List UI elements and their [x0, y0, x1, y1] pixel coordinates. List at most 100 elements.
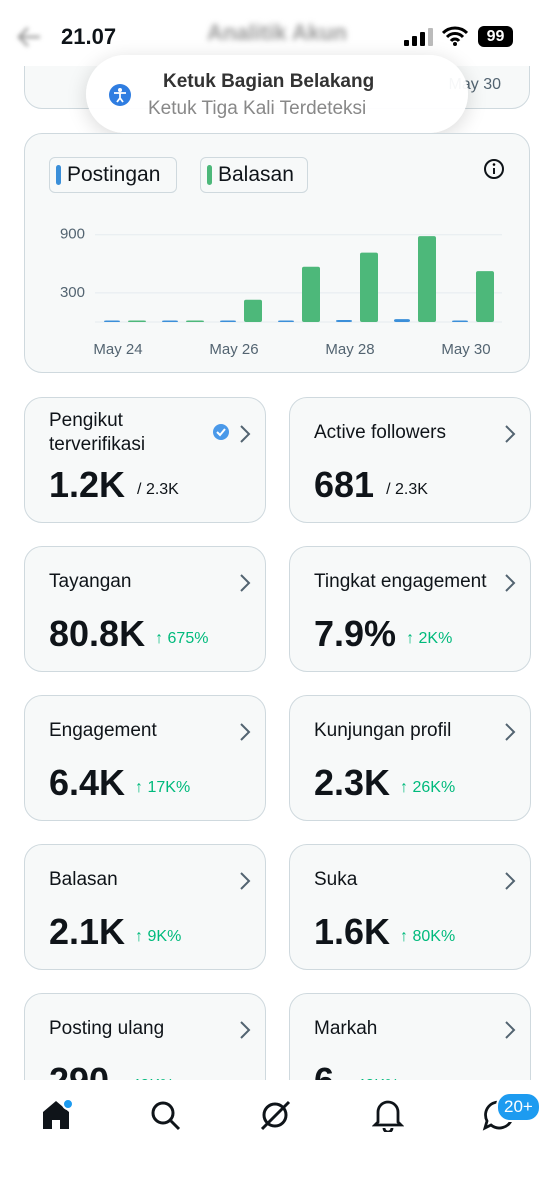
- metric-total: / 2.3K: [137, 481, 179, 498]
- metric-value: 6: [314, 1060, 334, 1080]
- signal-icon: [404, 28, 433, 46]
- metric-value: 1.6K: [314, 911, 391, 952]
- metric-card[interactable]: Balasan 2.1K ↑ 9K%: [24, 844, 266, 970]
- x-tick-label: May 28: [325, 341, 374, 358]
- metric-value: 80.8K: [49, 613, 146, 654]
- accessibility-banner[interactable]: Ketuk Bagian Belakang Ketuk Tiga Kali Te…: [86, 55, 468, 133]
- bar: [418, 236, 436, 322]
- accessibility-icon: [109, 84, 131, 106]
- metric-label: Tayangan: [49, 559, 224, 605]
- chevron: [504, 573, 516, 598]
- metric-label-text: Markah: [314, 1018, 378, 1039]
- bar: [336, 320, 352, 322]
- metric-label: Tingkat engagement: [314, 559, 489, 605]
- metric-label-text: Active followers: [314, 422, 446, 443]
- metric-change: ↑ 40K%: [119, 1077, 174, 1080]
- battery: 99: [478, 26, 513, 47]
- bar: [186, 320, 204, 322]
- metric-card[interactable]: Pengikut terverifikasi 1.2K / 2.3K: [24, 397, 266, 523]
- metric-label-text: Kunjungan profil: [314, 720, 452, 741]
- metric-change: ↑ 26K%: [400, 779, 456, 796]
- metric-card[interactable]: Active followers 681 / 2.3K: [289, 397, 531, 523]
- legend-swatch: [56, 165, 61, 185]
- chevron: [504, 424, 516, 449]
- wifi-icon: [442, 26, 468, 46]
- status-time: 21.07: [61, 24, 117, 49]
- nav-search[interactable]: [150, 1100, 182, 1132]
- legend-swatch: [207, 165, 212, 185]
- info-icon[interactable]: [483, 158, 505, 180]
- chart: 300 900 May 24 May 26 May 28 May 30: [60, 226, 502, 358]
- y-tick-label: 300: [60, 284, 85, 301]
- metric-total: / 2.3K: [386, 481, 428, 498]
- chevron: [239, 424, 251, 449]
- metric-value: 290: [49, 1060, 109, 1080]
- bar: [104, 320, 120, 322]
- metric-label: Kunjungan profil: [314, 708, 489, 754]
- chevron: [504, 722, 516, 747]
- bar: [278, 320, 294, 322]
- banner-subtitle: Ketuk Tiga Kali Terdeteksi: [148, 98, 367, 119]
- bar: [394, 319, 410, 322]
- legend-item[interactable]: Balasan: [200, 157, 308, 193]
- back-arrow[interactable]: [16, 25, 42, 49]
- chevron: [239, 871, 251, 896]
- x-tick-label: May 30: [441, 341, 490, 358]
- metric-label: Posting ulang: [49, 1006, 224, 1052]
- metric-label-text: Balasan: [49, 869, 118, 890]
- metric-card[interactable]: Tayangan 80.8K ↑ 675%: [24, 546, 266, 672]
- bar: [162, 320, 178, 322]
- nav-badge: 20+: [496, 1092, 541, 1122]
- metric-card[interactable]: Posting ulang 290 ↑ 40K%: [24, 993, 266, 1080]
- nav-notifications[interactable]: [372, 1098, 404, 1132]
- nav-grok[interactable]: [258, 1098, 292, 1132]
- chevron: [239, 1020, 251, 1045]
- metric-label: Balasan: [49, 857, 224, 903]
- metric-label-text: Posting ulang: [49, 1018, 165, 1039]
- metric-label: Active followers: [314, 410, 489, 456]
- legend-label: Postingan: [67, 163, 161, 186]
- metric-change: ↑ 2K%: [406, 630, 453, 647]
- metric-label-text: Tingkat engagement: [314, 571, 487, 592]
- metric-change: ↑ 675%: [155, 630, 209, 647]
- chevron: [504, 1020, 516, 1045]
- chevron: [239, 573, 251, 598]
- legend-item[interactable]: Postingan: [49, 157, 177, 193]
- metric-label-text: Engagement: [49, 720, 157, 741]
- metric-value: 681: [314, 464, 375, 505]
- metric-label: Suka: [314, 857, 489, 903]
- bottom-nav: 20+: [0, 1080, 554, 1199]
- bar: [302, 266, 320, 322]
- metric-label: Pengikut terverifikasi: [49, 410, 224, 456]
- metric-value: 7.9%: [314, 613, 397, 654]
- metric-label-text: Suka: [314, 869, 358, 890]
- metric-change: ↑ 17K%: [135, 779, 191, 796]
- metric-card[interactable]: Suka 1.6K ↑ 80K%: [289, 844, 531, 970]
- nav-home[interactable]: [40, 1098, 74, 1132]
- bar: [452, 320, 468, 322]
- bar: [244, 299, 262, 322]
- metric-card[interactable]: Tingkat engagement 7.9% ↑ 2K%: [289, 546, 531, 672]
- metric-card[interactable]: Engagement 6.4K ↑ 17K%: [24, 695, 266, 821]
- metric-card[interactable]: Kunjungan profil 2.3K ↑ 26K%: [289, 695, 531, 821]
- metrics: Pengikut terverifikasi 1.2K/ 2.3K Active f…: [24, 397, 531, 1080]
- metric-change: ↑ 40K%: [344, 1077, 399, 1080]
- chevron: [504, 871, 516, 896]
- legend-label: Balasan: [218, 163, 294, 186]
- chevron: [239, 722, 251, 747]
- metric-value: 6.4K: [49, 762, 126, 803]
- bar: [128, 320, 146, 322]
- x-tick-label: May 24: [93, 341, 142, 358]
- metric-value: 1.2K: [49, 464, 126, 505]
- chart-card: [24, 133, 530, 373]
- metric-value: 2.3K: [314, 762, 391, 803]
- banner-title: Ketuk Bagian Belakang: [163, 71, 375, 92]
- metric-card[interactable]: Markah 6 ↑ 40K%: [289, 993, 531, 1080]
- x-tick-label: May 26: [209, 341, 258, 358]
- bar: [220, 320, 236, 322]
- metric-value: 2.1K: [49, 911, 126, 952]
- metric-label-text: Pengikut terverifikasi: [49, 410, 146, 455]
- metric-change: ↑ 9K%: [135, 928, 182, 945]
- metric-label: Markah: [314, 1006, 489, 1052]
